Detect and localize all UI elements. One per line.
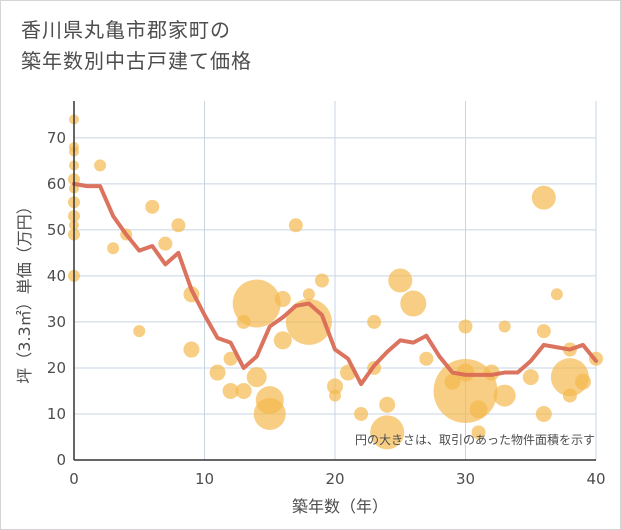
axes: 0 10 20 30 40 50 60 70 0 10 20 30 40 [47, 101, 606, 488]
data-bubble-26 [246, 367, 267, 388]
data-bubble-12 [107, 242, 120, 255]
data-bubble-63 [574, 373, 591, 390]
data-bubble-20 [209, 364, 226, 381]
data-bubble-22 [222, 382, 239, 399]
data-bubble-16 [158, 236, 173, 251]
data-bubble-29 [274, 290, 291, 307]
x-tick-label-40: 40 [586, 470, 605, 488]
data-bubble-58 [535, 405, 552, 422]
chart-title: 香川県丸亀市郡家町の 築年数別中古戸建て価格 [21, 15, 252, 77]
data-bubble-31 [288, 218, 303, 233]
data-bubble-57 [536, 324, 551, 339]
y-tick-label-10: 10 [47, 405, 66, 423]
x-tick-label-0: 0 [69, 470, 79, 488]
data-bubble-39 [367, 314, 382, 329]
data-bubble-45 [419, 351, 434, 366]
data-bubble-50 [469, 400, 488, 419]
data-bubble-43 [388, 268, 413, 293]
data-bubble-42 [370, 415, 405, 450]
data-bubble-28 [253, 397, 286, 430]
data-bubble-51 [471, 425, 486, 440]
data-bubble-21 [223, 351, 238, 366]
data-bubble-41 [379, 396, 396, 413]
grid-lines [74, 101, 597, 460]
data-bubble-53 [498, 320, 511, 333]
chart-title-line2: 築年数別中古戸建て価格 [21, 49, 252, 73]
data-bubble-38 [354, 406, 369, 421]
y-tick-label-50: 50 [47, 221, 66, 239]
data-bubble-24 [235, 382, 252, 399]
average-trend-line [72, 181, 598, 387]
y-tick-label-0: 0 [56, 451, 66, 469]
data-bubble-54 [493, 384, 516, 407]
y-tick-label-20: 20 [47, 359, 66, 377]
trend-line-group [72, 181, 598, 387]
y-tick-label-30: 30 [47, 313, 66, 331]
data-bubble-15 [145, 199, 160, 214]
data-bubble-25 [232, 279, 281, 328]
y-tick-label-70: 70 [47, 129, 66, 147]
data-bubble-49 [456, 363, 475, 382]
data-bubble-56 [531, 185, 556, 210]
data-bubble-36 [329, 389, 341, 402]
data-bubble-32 [302, 288, 315, 301]
x-axis-label: 築年数（年） [292, 497, 388, 516]
data-bubble-55 [522, 369, 539, 386]
data-bubble-47 [458, 319, 473, 334]
data-bubble-19 [183, 341, 200, 358]
data-bubble-33 [285, 298, 332, 345]
data-bubble-14 [133, 325, 146, 338]
x-tick-label-10: 10 [195, 470, 214, 488]
x-tick-label-30: 30 [456, 470, 475, 488]
data-bubble-59 [550, 288, 563, 301]
y-axis-label: 坪（3.3㎡）単価（万円） [15, 198, 34, 383]
y-tick-label-40: 40 [47, 267, 66, 285]
data-bubble-11 [94, 159, 107, 172]
data-bubble-34 [314, 273, 329, 288]
x-tick-label-20: 20 [325, 470, 344, 488]
size-legend-note: 円の大きさは、取引のあった物件面積を示す [355, 432, 595, 447]
y-tick-label-60: 60 [47, 175, 66, 193]
data-bubble-30 [273, 331, 292, 350]
data-bubble-44 [400, 290, 427, 317]
data-bubble-17 [171, 218, 186, 233]
data-bubble-62 [562, 388, 577, 403]
chart-title-line1: 香川県丸亀市郡家町の [21, 18, 231, 42]
data-bubble-35 [327, 378, 343, 395]
